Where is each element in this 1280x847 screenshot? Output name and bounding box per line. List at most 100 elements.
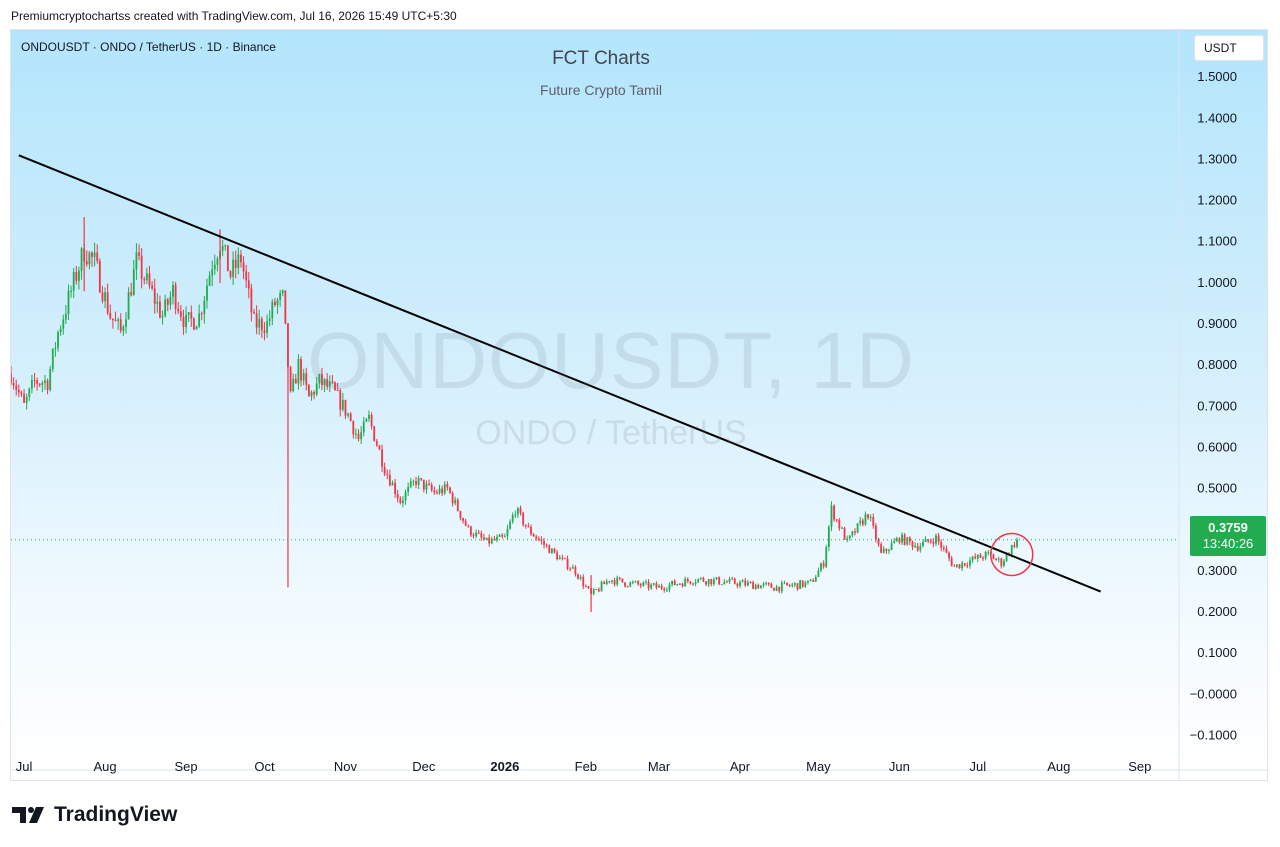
candle-body [480,533,483,538]
candle-body [428,483,430,485]
candle-body [961,563,964,569]
x-tick-label: Jun [889,759,910,774]
candle-body [260,318,263,331]
candle-body [796,583,799,590]
candle-body [368,414,370,419]
x-tick-label: 2026 [490,759,519,774]
candle-body [375,441,378,446]
candle-body [433,490,436,493]
candle-body [694,581,697,584]
candle-body [36,380,39,385]
candle-body [125,319,127,327]
candle-body [760,585,762,589]
candle-body [153,288,156,304]
candle-body [995,559,998,561]
candle-body [744,580,747,586]
candle-body [430,484,433,491]
candle-body [315,383,318,395]
candle-body [485,537,488,540]
price-chart[interactable]: 1.5000 1.4000 1.3000 1.2000 1.1000 1.0000 0.90… [11,30,1268,781]
candle-body [611,580,613,582]
candle-body [140,255,143,279]
candle-body [631,582,634,584]
candle-body [294,378,297,384]
candle-body [336,390,339,392]
candle-body [62,319,65,329]
descending-trendline [18,154,1101,593]
candle-body [757,584,760,589]
candle-body [880,544,883,553]
candle-body [765,583,768,585]
candle-body [660,585,663,589]
candle-body [203,300,206,314]
candle-body [655,583,658,588]
y-tick-label: 1.3000 [1197,151,1237,166]
candle-body [347,413,349,416]
candle-body [929,541,932,543]
candle-body [266,321,268,333]
candle-body [726,581,728,583]
candle-body [498,534,501,537]
candle-body [185,314,187,328]
candle-body [927,539,930,542]
candle-body [835,519,838,521]
candle-body [595,589,598,591]
candle-body [793,583,796,585]
candle-body [874,525,877,540]
symbol-legend[interactable]: ONDOUSDT · ONDO / TetherUS · 1D · Binanc… [21,40,276,54]
y-tick-label: 0.2000 [1197,604,1237,619]
candle-body [566,558,569,569]
candle-body [373,426,376,442]
candle-body [78,270,80,281]
candle-body [814,576,817,582]
candle-body [820,563,822,571]
tradingview-logo[interactable]: TradingView [12,802,177,828]
candle-body [111,318,114,321]
candle-body [300,359,302,381]
candle-body [464,520,467,526]
candle-body [616,577,619,585]
currency-button[interactable]: USDT [1194,35,1264,61]
candle-body [378,445,381,450]
y-tick-label: 1.0000 [1197,275,1237,290]
candle-body [145,273,148,281]
chart-pane[interactable]: 1.5000 1.4000 1.3000 1.2000 1.1000 1.0000 0.90… [10,29,1268,781]
candle-body [775,586,778,591]
candle-body [948,552,950,559]
candle-body [827,526,830,548]
candle-body [665,589,668,591]
candle-body [801,580,804,587]
candle-body [584,586,587,588]
candle-body [216,258,219,265]
candle-body [247,280,250,289]
candle-body [391,482,394,486]
candle-body [273,301,276,306]
candle-body [438,488,441,494]
candle-body [11,373,12,384]
y-tick-label: 1.1000 [1197,234,1237,249]
candle-body [937,535,940,542]
candle-body [490,538,493,544]
candle-body [41,382,44,385]
candle-body [182,316,185,328]
candle-body [15,385,18,390]
y-tick-label: 0.5000 [1197,481,1237,496]
candle-body [245,271,248,281]
candle-body [684,578,687,587]
candle-body [754,584,757,589]
candle-body [997,558,1000,560]
candle-body [289,367,292,392]
candle-body [898,538,901,543]
candle-body [901,534,903,543]
candle-body [85,261,88,265]
candle-body [17,389,20,393]
x-tick-label: Sep [174,759,197,774]
candle-body [569,568,572,570]
candle-body [38,384,41,386]
candle-body [1010,545,1013,555]
symbol-watermark: ONDOUSDT, 1D [307,316,915,405]
candle-body [328,381,331,387]
candle-body [213,264,216,270]
candle-body [712,579,715,585]
candle-body [386,474,389,476]
